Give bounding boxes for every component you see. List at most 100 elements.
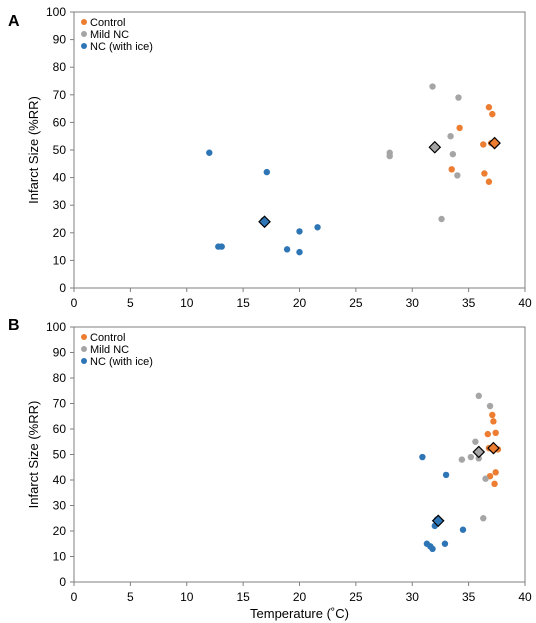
data-point [490,418,497,425]
data-point [486,402,494,410]
data-point [296,228,303,235]
series-control [448,104,496,185]
data-point [472,438,479,445]
data-point [206,149,213,156]
mean-marker [428,140,442,154]
chart-panel-b: B 0 10 20 30 40 50 60 70 80 90 100 0 5 10 15 20 25 30 35 40 I… [8,317,532,621]
x-tick-label: 30 [406,296,420,310]
data-point [296,248,303,256]
data-point [447,133,454,140]
data-point [481,170,488,177]
series-mild-nc [458,392,494,522]
x-tick-label: 35 [462,590,476,604]
y-tick-label: 90 [53,33,67,47]
mean-marker [431,514,445,528]
data-point [491,480,498,488]
y-tick-label: 70 [53,397,67,411]
y-axis-label: Infarct Size (%RR) [26,401,41,509]
data-point [492,469,499,476]
x-tick-label: 0 [71,296,78,310]
y-tick-label: 60 [53,422,67,436]
x-tick-label: 10 [180,590,194,604]
y-axis-label: Infarct Size (%RR) [26,96,41,204]
series-nc-with-ice [206,149,321,256]
data-point [429,545,436,553]
data-point [442,471,450,479]
y-tick-label: 40 [53,171,67,185]
plot-area-frame [73,11,526,289]
x-tick-label: 5 [127,296,134,310]
data-point [458,456,466,463]
y-tick-label: 40 [53,473,67,487]
mean-marker [258,215,271,229]
y-tick-label: 20 [53,524,67,538]
data-point [429,83,436,90]
data-point [484,430,491,438]
chart-panel-a: A 0 10 20 30 40 50 60 70 80 90 100 0 5 10 15 20 25 30 35 40 I… [8,5,532,310]
series-mild-nc [386,83,462,223]
legend-marker [81,19,87,25]
legend-entry: Control [90,332,125,344]
data-point [419,453,426,461]
y-tick-label: 70 [53,88,67,102]
x-tick-label: 20 [293,590,307,604]
x-tick-label: 10 [180,296,194,310]
series-nc-with-ice [419,453,467,553]
y-tick-label: 0 [59,575,66,589]
data-point [448,166,455,173]
mean-marker [487,441,500,455]
data-point [386,152,393,160]
panel-label: A [8,13,20,30]
data-point [485,178,493,185]
legend-entry: NC (with ice) [90,356,153,368]
y-tick-label: 80 [53,371,67,385]
x-tick-label: 20 [293,296,307,310]
x-tick-label: 15 [236,590,250,604]
data-point [455,94,462,101]
legend-marker [81,43,87,49]
y-tick-label: 90 [53,346,67,360]
legend-entry: Control [90,17,125,29]
data-point [459,526,467,533]
data-point [283,246,291,253]
x-tick-label: 5 [127,590,134,604]
y-tick-label: 10 [53,550,67,564]
data-point [467,453,475,461]
data-point [449,150,457,158]
data-point [438,215,445,223]
x-tick-label: 15 [236,296,250,310]
data-point [480,141,487,148]
y-tick-label: 0 [59,281,66,295]
data-point [475,392,482,400]
data-point [489,411,496,419]
data-point [441,540,449,547]
y-tick-label: 50 [53,448,67,462]
data-point [314,224,321,231]
y-tick-label: 80 [53,60,67,74]
x-tick-label: 0 [71,590,78,604]
y-tick-label: 60 [53,115,67,129]
y-tick-label: 20 [53,226,67,240]
data-point [454,172,461,179]
mean-marker [488,136,501,150]
x-axis-label: Temperature (˚C) [250,606,349,621]
y-tick-label: 30 [53,499,67,513]
legend-marker [81,358,87,364]
data-point [489,110,496,118]
legend-entry: NC (with ice) [90,41,153,53]
x-tick-label: 35 [462,296,476,310]
x-tick-label: 30 [406,590,420,604]
legend-marker [81,346,87,352]
x-tick-label: 40 [518,590,532,604]
data-point [480,515,487,522]
x-tick-label: 25 [349,296,363,310]
y-tick-label: 10 [53,253,67,267]
x-tick-label: 25 [349,590,363,604]
data-point [456,124,463,132]
data-point [492,429,499,437]
panel-label: B [8,317,20,334]
legend-marker [81,31,87,37]
data-point [482,475,489,482]
